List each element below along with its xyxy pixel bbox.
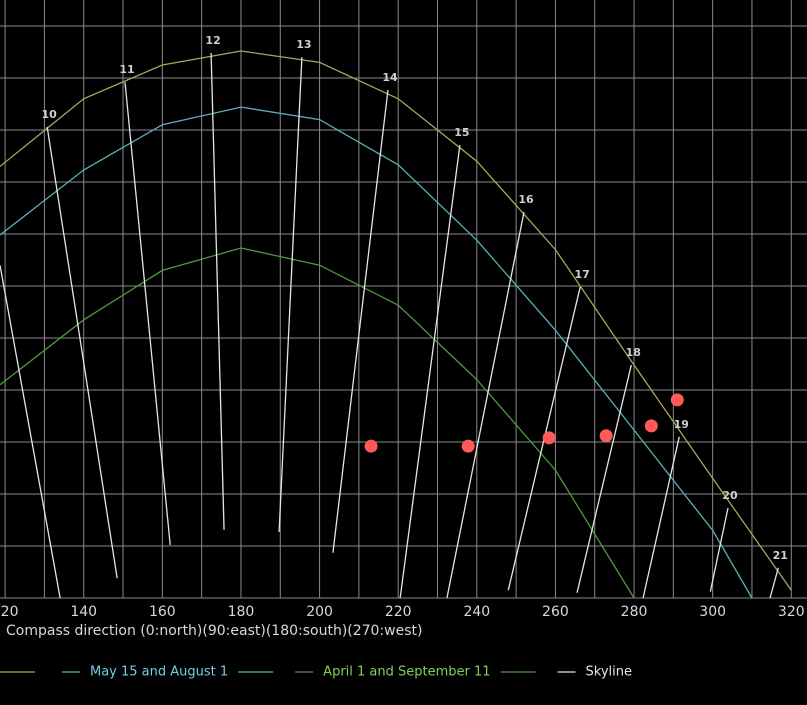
x-tick-label: 260	[542, 604, 569, 620]
hour-line	[642, 436, 680, 599]
hour-label: 18	[626, 346, 641, 359]
sun-path	[0, 247, 635, 599]
hour-line	[210, 53, 225, 530]
hour-line	[278, 57, 303, 532]
hour-label: 21	[773, 549, 788, 562]
hour-label: 16	[518, 193, 534, 206]
obstacle-point	[461, 439, 475, 453]
obstacle-point	[670, 393, 684, 407]
hour-line	[46, 126, 118, 579]
legend-label: Skyline	[586, 665, 632, 680]
hour-label: 13	[296, 38, 311, 51]
obstacle-point	[599, 429, 613, 443]
legend-label: May 15 and August 1	[90, 665, 228, 680]
x-tick-label: 140	[70, 604, 97, 620]
hour-line	[332, 89, 389, 553]
x-tick-label: 160	[149, 604, 176, 620]
hour-line	[769, 567, 779, 599]
x-tick-label: 240	[463, 604, 490, 620]
hour-label: 17	[575, 268, 590, 281]
x-tick-label: 200	[306, 604, 333, 620]
obstacle-point	[644, 419, 658, 433]
hour-label: 11	[119, 63, 134, 76]
hour-line	[124, 82, 171, 546]
obstacle-point	[542, 431, 556, 445]
hour-line	[709, 507, 729, 592]
obstacle-point	[364, 439, 378, 453]
hour-label: 20	[722, 489, 738, 502]
x-tick-label: 220	[385, 604, 412, 620]
x-tick-label: 120	[0, 604, 18, 620]
hour-label: 14	[382, 71, 398, 84]
hour-label: 12	[205, 34, 220, 47]
x-tick-label: 320	[778, 604, 805, 620]
hour-label: 10	[42, 108, 58, 121]
x-tick-label: 280	[621, 604, 648, 620]
legend-label: April 1 and September 11	[323, 665, 490, 680]
hour-line	[399, 144, 461, 599]
hour-label: 15	[454, 126, 469, 139]
sun-path	[0, 106, 753, 599]
x-axis-title: Compass direction (0:north)(90:east)(180…	[6, 623, 423, 639]
hour-line	[446, 212, 525, 599]
hour-line	[0, 265, 61, 599]
x-tick-label: 300	[699, 604, 726, 620]
x-tick-label: 180	[228, 604, 255, 620]
sun-path	[0, 50, 792, 591]
hour-line	[576, 364, 632, 593]
hour-label: 19	[674, 418, 689, 431]
